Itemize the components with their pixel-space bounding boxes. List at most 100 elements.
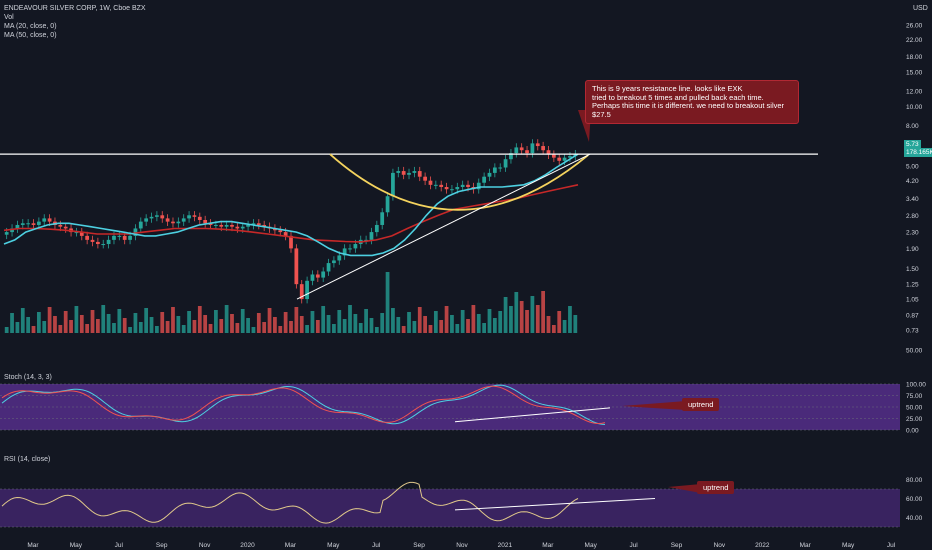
volume-bar <box>509 306 513 333</box>
volume-bar <box>358 323 363 333</box>
volume-bar <box>240 309 245 333</box>
volume-bar <box>460 310 465 333</box>
candle-body <box>487 172 492 177</box>
time-axis-label: Sep <box>671 542 683 549</box>
volume-bar <box>299 316 304 333</box>
candle-body <box>10 228 14 233</box>
candle-body <box>235 226 240 229</box>
candle-body <box>214 224 218 226</box>
volume-bar <box>214 310 218 333</box>
volume-bar <box>208 324 213 333</box>
stoch-d-line <box>1 385 606 425</box>
annotation-line-3: Perhaps this time it is different. we ne… <box>592 101 785 119</box>
volume-bar <box>74 306 79 333</box>
stoch-axis-label: 0.00 <box>906 428 919 435</box>
volume-bar <box>101 305 106 333</box>
volume-bar <box>385 272 390 333</box>
candle-body <box>230 224 234 227</box>
candle-body <box>369 232 374 240</box>
price-axis-label: 4.20 <box>906 178 919 185</box>
volume-bar <box>369 318 374 333</box>
volume-bar <box>144 308 149 333</box>
candle-body <box>58 224 63 227</box>
rsi-trendline <box>454 498 656 511</box>
indicator-vol: Vol <box>4 14 14 21</box>
ma50-line <box>3 184 579 243</box>
candle-body <box>562 157 567 161</box>
volume-bar <box>230 314 234 333</box>
candle-body <box>256 223 261 225</box>
time-axis-label: Mar <box>800 542 812 549</box>
resistance-annotation[interactable]: This is 9 years resistance line. looks l… <box>585 80 799 124</box>
stoch-axis-label: 50.00 <box>906 405 923 412</box>
candle-body <box>192 215 197 217</box>
candle-body <box>551 154 556 158</box>
candle-body <box>160 215 165 219</box>
volume-bar <box>79 315 84 333</box>
volume-bar <box>412 321 417 333</box>
candle-body <box>122 235 127 240</box>
volume-bar <box>219 319 224 333</box>
candle-body <box>203 219 208 224</box>
volume-bar <box>562 320 567 333</box>
candle-body <box>417 171 422 177</box>
candle-body <box>568 156 572 158</box>
candle-body <box>299 284 304 300</box>
volume-bar <box>117 309 122 333</box>
rsi-axis-label: 60.00 <box>906 496 923 503</box>
volume-bar <box>149 317 154 333</box>
volume-bar <box>85 324 90 333</box>
stoch-pointer <box>622 401 686 410</box>
candle-body <box>246 224 250 227</box>
volume-bar <box>165 321 170 333</box>
candle-body <box>332 260 336 264</box>
time-axis-label: May <box>842 542 855 549</box>
volume-bar <box>47 307 52 333</box>
volume-bar <box>573 315 578 333</box>
volume-bar <box>305 325 309 333</box>
volume-bar <box>128 327 132 333</box>
price-axis-label: 1.05 <box>906 297 919 304</box>
volume-bar <box>444 306 449 333</box>
last-price-tag: 5.73 <box>904 140 921 149</box>
annotation-line-1: This is 9 years resistance line. looks l… <box>592 84 743 93</box>
stoch-uptrend-badge[interactable]: uptrend <box>682 398 720 411</box>
candle-body <box>31 223 36 225</box>
time-axis-label: May <box>327 542 340 549</box>
candle-body <box>96 241 100 245</box>
indicator-ma50: MA (50, close, 0) <box>4 32 57 39</box>
candle-body <box>63 226 68 229</box>
volume-bar <box>353 314 358 333</box>
candle-body <box>42 218 47 222</box>
candle-body <box>546 150 551 155</box>
candle-body <box>176 221 181 224</box>
volume-bar <box>176 316 181 333</box>
candle-body <box>112 235 116 240</box>
time-axis-label: Nov <box>714 542 726 549</box>
rsi-label: RSI (14, close) <box>4 456 51 463</box>
candle-body <box>315 274 320 278</box>
volume-bar <box>498 311 503 333</box>
time-axis-label: Mar <box>542 542 554 549</box>
volume-bar <box>267 308 272 333</box>
rsi-uptrend-badge[interactable]: uptrend <box>697 481 735 494</box>
candle-body <box>326 263 331 272</box>
volume-bar <box>503 297 508 333</box>
price-axis-label: 1.90 <box>906 246 919 253</box>
price-axis-label: 8.00 <box>906 123 919 130</box>
volume-bar <box>273 317 277 333</box>
volume-bar <box>364 309 368 333</box>
price-axis-label: 2.30 <box>906 230 919 237</box>
candle-body <box>305 280 309 300</box>
volume-bar <box>450 315 454 333</box>
volume-bar <box>192 320 197 333</box>
volume-bar <box>187 311 191 333</box>
price-axis-label: 50.00 <box>906 348 923 355</box>
price-axis-label: 10.00 <box>906 104 923 111</box>
candle-body <box>391 172 395 197</box>
volume-bar <box>428 325 433 333</box>
candle-body <box>85 235 90 240</box>
time-axis-label: Jul <box>629 542 638 549</box>
